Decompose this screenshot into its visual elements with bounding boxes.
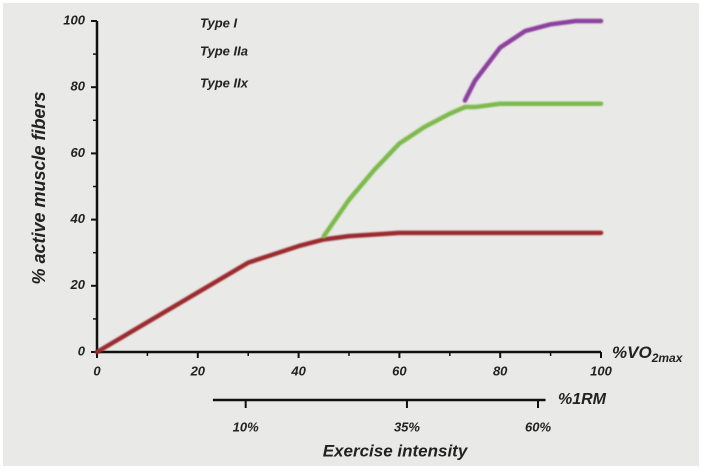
legend-label: Type I <box>200 15 237 30</box>
legend-label: Type IIa <box>200 43 248 58</box>
chart-title: Exercise intensity <box>323 441 469 460</box>
y-tick-label: 80 <box>71 79 86 94</box>
y-axis-label: % active muscle fibers <box>29 91 49 284</box>
series-line <box>321 101 604 239</box>
x-axis-label-sub: 2max <box>651 351 684 365</box>
rm-tick-label: 35% <box>394 419 420 434</box>
x-tick-label: 0 <box>93 363 101 378</box>
x-axis-label: %VO2max <box>612 343 684 365</box>
x-tick-label: 20 <box>190 363 206 378</box>
x-axis-label-main: %VO <box>612 343 652 362</box>
x-tick-label: 40 <box>290 363 306 378</box>
rm-tick-label: 10% <box>233 419 259 434</box>
y-tick-label: 40 <box>70 211 86 226</box>
rm-axis-label: %1RM <box>558 391 607 408</box>
series-line <box>94 230 604 355</box>
x-tick-label: 100 <box>590 363 612 378</box>
legend-label: Type IIx <box>200 75 249 90</box>
rm-tick-label: 60% <box>525 419 551 434</box>
y-tick-label: 20 <box>70 277 86 292</box>
series-line <box>462 18 604 103</box>
y-tick-label: 100 <box>63 12 85 27</box>
y-tick-label: 60 <box>71 145 86 160</box>
x-tick-label: 60 <box>392 363 407 378</box>
x-tick-label: 80 <box>493 363 508 378</box>
y-tick-label: 0 <box>78 343 86 358</box>
